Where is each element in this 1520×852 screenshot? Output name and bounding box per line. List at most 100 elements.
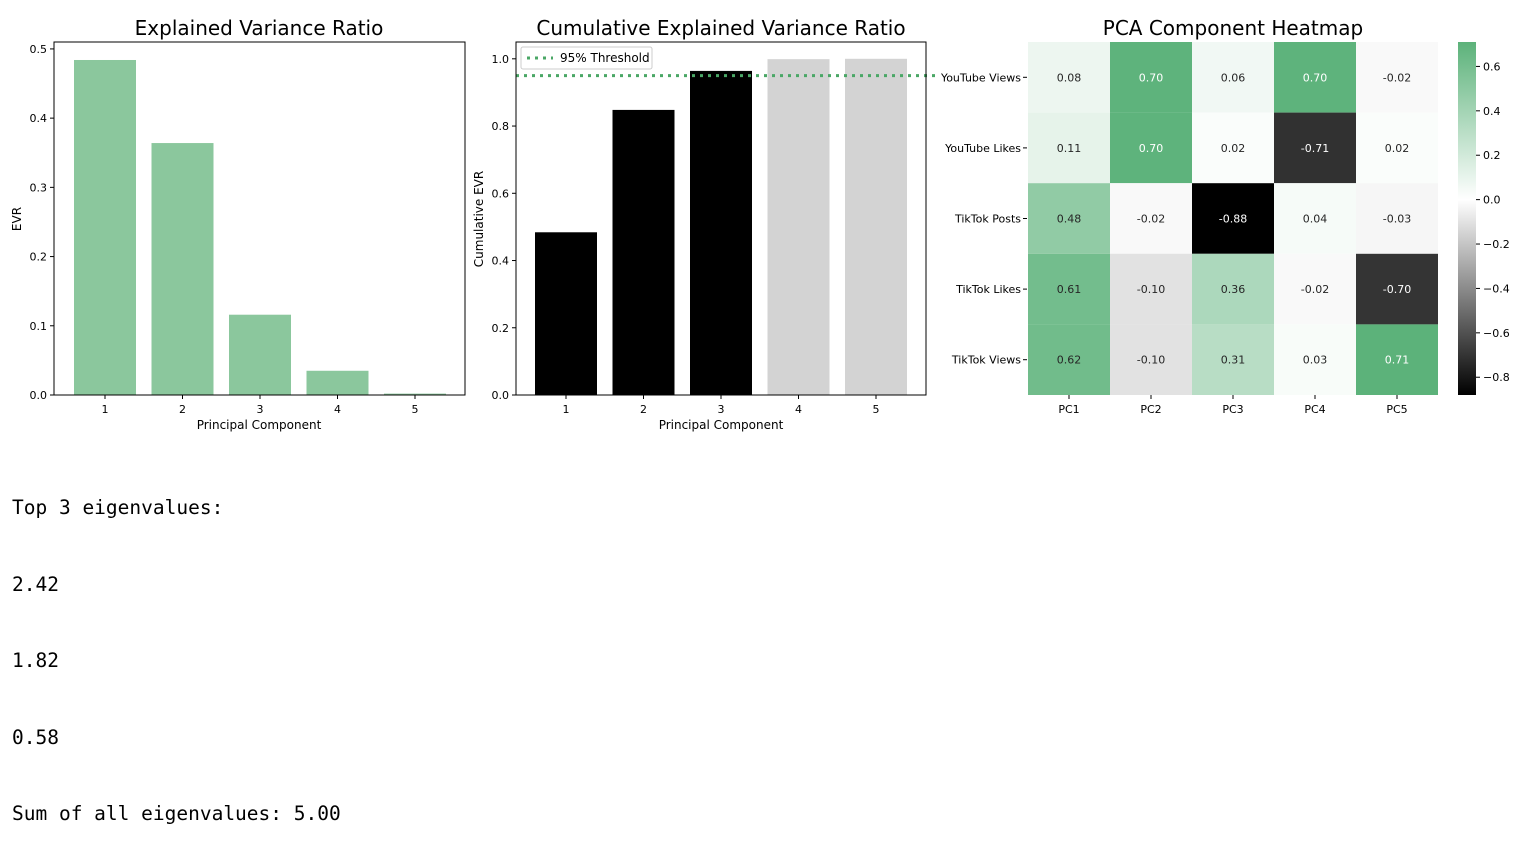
y-tick-label: 0.4 [492, 255, 510, 268]
row-label: TikTok Likes [955, 283, 1021, 296]
y-tick-label: 0.0 [492, 389, 510, 402]
evr-chart-xlabel: Principal Component [197, 418, 322, 432]
heatmap-cell-value: 0.36 [1221, 283, 1246, 296]
colorbar-tick-label: −0.2 [1483, 238, 1510, 251]
evr-chart-frame [53, 41, 466, 396]
bar [845, 58, 907, 396]
heatmap-cell [1192, 253, 1274, 325]
x-tick-label: 4 [334, 403, 341, 416]
y-tick-label: 0.3 [30, 181, 48, 194]
heatmap-cell [1028, 253, 1110, 325]
heatmap-cell-value: 0.08 [1057, 71, 1082, 84]
y-tick-label: 0.1 [30, 320, 48, 333]
row-label: TikTok Posts [954, 213, 1021, 226]
colorbar-tick-label: −0.8 [1483, 371, 1510, 384]
heatmap-cell-value: -0.10 [1137, 354, 1165, 367]
y-tick-label: 0.0 [30, 389, 48, 402]
output-line: 2.42 [12, 572, 59, 596]
column-label: PC4 [1304, 403, 1325, 416]
heatmap-cell [1110, 112, 1192, 184]
bar [229, 314, 291, 395]
column-label: PC2 [1140, 403, 1161, 416]
colorbar [1458, 42, 1476, 395]
y-tick-label: 0.5 [30, 43, 48, 56]
legend-label: 95% Threshold [560, 51, 650, 65]
evr-chart: Explained Variance Ratio 0.0 0.1 0.2 0.3 0.4… [10, 16, 466, 432]
x-tick-label: 5 [873, 403, 880, 416]
column-label: PC5 [1386, 403, 1407, 416]
heatmap-cell-value: 0.11 [1057, 142, 1082, 155]
colorbar-tick-label: −0.6 [1483, 327, 1510, 340]
output-line: Top 3 eigenvalues: [12, 496, 224, 519]
heatmap-cell-value: -0.88 [1219, 213, 1247, 226]
heatmap-cell [1110, 324, 1192, 395]
heatmap-cell-value: 0.70 [1303, 71, 1328, 84]
heatmap-cell-value: -0.03 [1383, 213, 1411, 226]
x-tick-label: 5 [412, 403, 419, 416]
heatmap-cell [1028, 112, 1110, 184]
heatmap-cell-value: 0.70 [1139, 71, 1164, 84]
y-tick-label: 0.2 [492, 322, 510, 335]
heatmap-cell-value: -0.70 [1383, 283, 1411, 296]
heatmap-cell-value: 0.48 [1057, 213, 1082, 226]
bar [151, 143, 214, 395]
y-tick-label: 0.8 [492, 120, 510, 133]
heatmap-cell-value: 0.03 [1303, 354, 1328, 367]
heatmap-cell-value: 0.02 [1221, 142, 1246, 155]
heatmap-cell-value: 0.62 [1057, 354, 1082, 367]
heatmap-cell-value: 0.61 [1057, 283, 1082, 296]
heatmap-cell [1028, 42, 1110, 113]
bar [306, 370, 369, 395]
x-tick-label: 2 [179, 403, 186, 416]
y-tick-label: 0.2 [30, 251, 48, 264]
x-tick-label: 2 [640, 403, 647, 416]
y-tick-label: 0.4 [30, 112, 48, 125]
heatmap-cell [1192, 324, 1274, 395]
heatmap-cell [1110, 253, 1192, 325]
heatmap-cell [1028, 183, 1110, 254]
heatmap-cell [1274, 42, 1356, 113]
heatmap-cell [1274, 253, 1356, 325]
bar [384, 393, 446, 395]
heatmap-cell-value: 0.06 [1221, 71, 1246, 84]
figure: Explained Variance Ratio 0.0 0.1 0.2 0.3 0.4… [10, 16, 1510, 432]
bar [74, 59, 136, 395]
heatmap-cell-value: -0.02 [1137, 213, 1165, 226]
cumulative-evr-chart-frame [515, 41, 927, 396]
colorbar-tick-label: 0.4 [1483, 105, 1501, 118]
heatmap-cell [1356, 42, 1438, 113]
legend-box [520, 46, 653, 70]
heatmap-cell [1356, 324, 1438, 395]
heatmap-cell-value: -0.02 [1301, 283, 1329, 296]
heatmap-cell [1192, 183, 1274, 254]
heatmap-cell-value: 0.70 [1139, 142, 1164, 155]
cumulative-evr-chart-title: Cumulative Explained Variance Ratio [536, 16, 905, 40]
heatmap-cell-value: 0.04 [1303, 213, 1328, 226]
heatmap-cell [1274, 183, 1356, 254]
cumulative-evr-chart-xlabel: Principal Component [659, 418, 784, 432]
y-tick-label: 0.6 [492, 187, 510, 200]
x-tick-label: 3 [718, 403, 725, 416]
heatmap-cell-value: 0.02 [1385, 142, 1410, 155]
heatmap-cell [1192, 42, 1274, 113]
cumulative-evr-chart: Cumulative Explained Variance Ratio 0.0 0… [472, 16, 938, 432]
row-label: YouTube Likes [944, 142, 1021, 155]
heatmap-cell [1110, 183, 1192, 254]
output-line: 1.82 [12, 649, 59, 672]
heatmap-cell [1028, 324, 1110, 395]
bar [535, 232, 597, 395]
evr-chart-title: Explained Variance Ratio [135, 16, 384, 40]
evr-chart-ylabel: EVR [10, 207, 24, 231]
bar [690, 70, 752, 395]
bar [612, 109, 675, 396]
threshold-legend: 95% Threshold [520, 46, 653, 70]
column-label: PC3 [1222, 403, 1243, 416]
heatmap-cell-value: 0.31 [1221, 354, 1246, 367]
x-tick-label: 4 [795, 403, 802, 416]
heatmap-cell [1274, 324, 1356, 395]
pca-heatmap: PCA Component Heatmap 0.08 0.70 0.06 0.70 -0… [940, 16, 1510, 416]
row-label: YouTube Views [940, 71, 1021, 84]
cumulative-evr-chart-ylabel: Cumulative EVR [472, 171, 486, 267]
bar [767, 59, 830, 395]
heatmap-cell [1356, 253, 1438, 325]
